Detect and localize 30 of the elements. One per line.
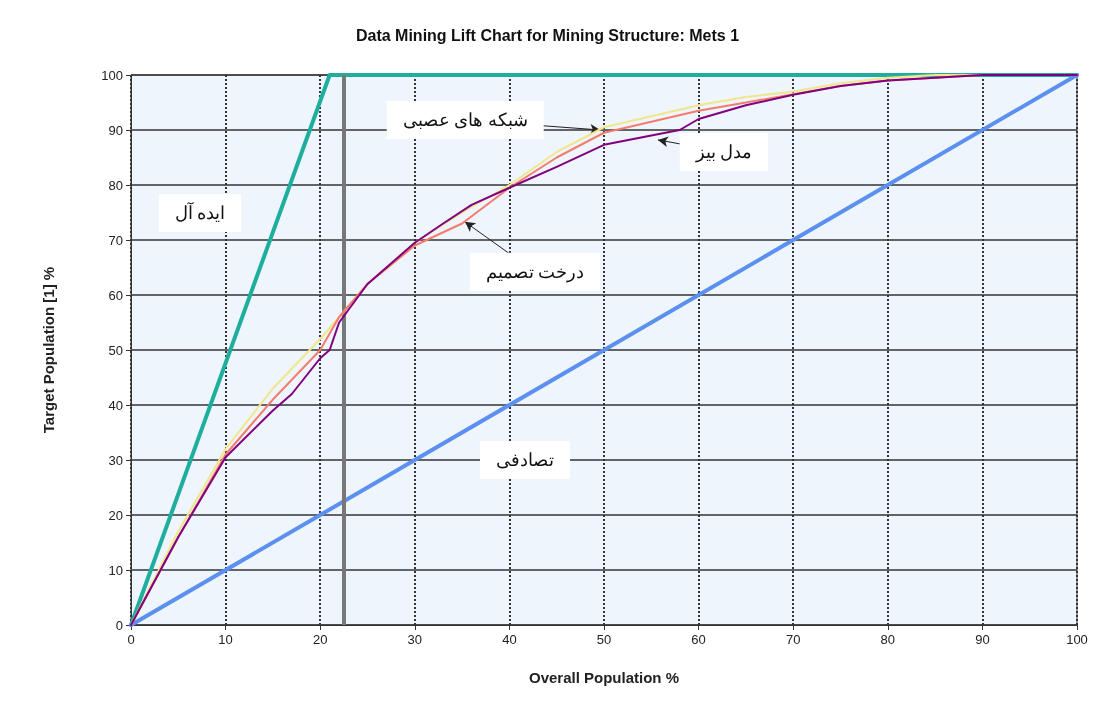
y-tick-label: 20 — [108, 507, 123, 523]
x-tick-label: 80 — [880, 632, 896, 647]
y-tick-label: 90 — [108, 122, 123, 138]
y-tick-label: 0 — [115, 617, 123, 633]
x-tick-label: 20 — [312, 632, 328, 647]
x-tick-label: 40 — [502, 632, 517, 647]
y-tick-label: 80 — [108, 177, 123, 193]
x-tick-label: 70 — [785, 632, 801, 647]
x-tick-label: 60 — [691, 632, 706, 647]
annotation: شبکه های عصبی — [402, 110, 528, 130]
annotation: مدل بیز — [694, 141, 753, 163]
x-tick-label: 0 — [127, 632, 135, 647]
x-tick-label: 30 — [407, 632, 423, 647]
y-tick-label: 50 — [108, 342, 123, 358]
annotation: تصادفی — [496, 450, 554, 470]
chart-title: Data Mining Lift Chart for Mining Structure: Mets 1 — [355, 26, 740, 44]
annotation: درخت تصمیم — [485, 261, 585, 283]
y-tick-label: 100 — [101, 67, 123, 83]
x-tick-label: 10 — [218, 632, 233, 647]
x-axis-title: Overall Population % — [528, 669, 680, 686]
x-tick-label: 90 — [975, 632, 990, 647]
y-tick-label: 60 — [108, 287, 123, 303]
y-tick-label: 40 — [108, 397, 123, 413]
annotation: ایده آل — [174, 202, 226, 223]
y-tick-label: 30 — [108, 452, 123, 468]
x-tick-label: 100 — [1066, 632, 1088, 647]
y-axis-title: Target Population [1] % — [40, 266, 57, 434]
y-tick-label: 70 — [108, 232, 123, 248]
y-tick-label: 10 — [108, 562, 123, 578]
x-tick-label: 50 — [596, 632, 612, 647]
